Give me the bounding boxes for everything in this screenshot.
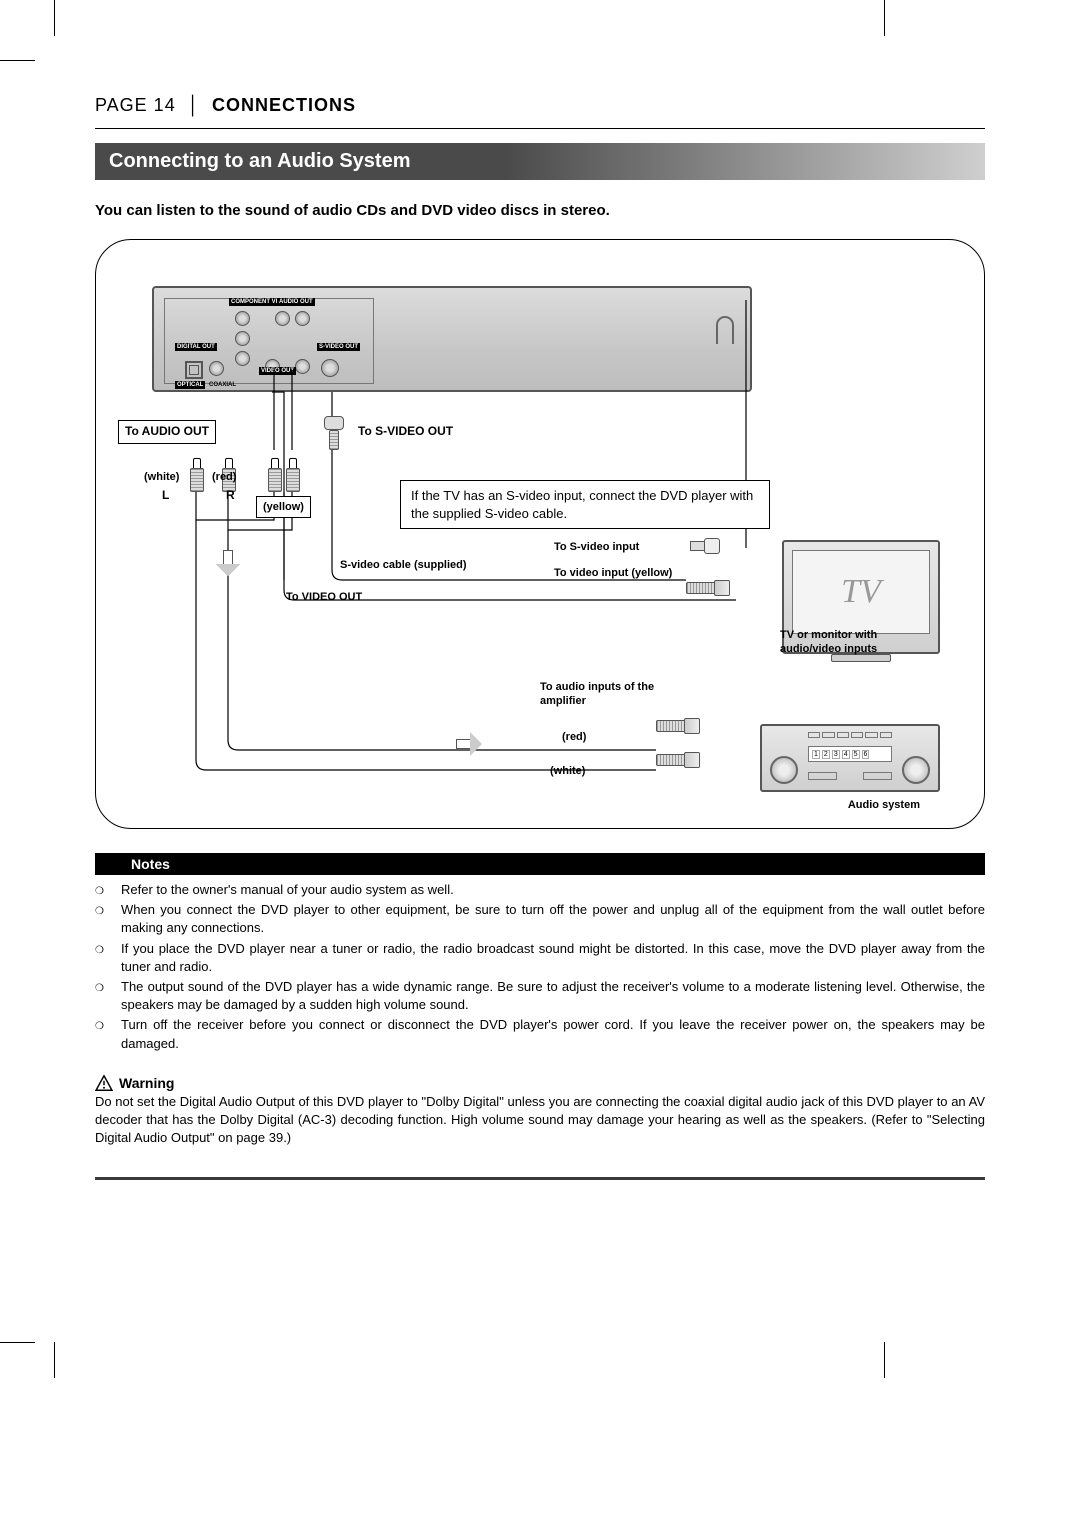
panel-label-coaxial: COAXIAL [207,381,238,389]
plug-video-yellow-top2 [286,458,298,492]
warning-block: Warning Do not set the Digital Audio Out… [95,1075,985,1148]
plug-svideo-top [324,416,344,450]
label-to-video-out: To VIDEO OUT [286,590,366,604]
port-audio-r [295,311,310,326]
plug-audio-red-amp [656,718,700,732]
label-audio-system: Audio system [848,798,920,812]
plug-audio-white [190,458,202,492]
label-svideo-cable: S-video cable (supplied) [340,558,467,572]
audio-receiver: 123456 [760,724,940,792]
intro-text: You can listen to the sound of audio CDs… [95,202,985,219]
dvd-rear-panel: COMPONENT VIDEO OUT AUDIO OUT DIGITAL OU… [164,298,374,384]
notes-heading-bar: Notes [95,853,985,875]
port-pb [235,331,250,346]
section-name: CONNECTIONS [212,95,356,115]
crop-mark [884,0,885,36]
port-audio-out2 [295,359,310,374]
label-R: R [226,488,235,504]
note-item: Turn off the receiver before you connect… [95,1016,985,1052]
header-separator: │ [188,95,200,115]
arrow-audio-down [216,550,240,576]
warning-icon [95,1075,113,1091]
label-to-svideo-input: To S-video input [554,540,639,554]
warning-heading: Warning [95,1075,985,1091]
panel-label-svideo: S-VIDEO OUT [317,343,360,351]
label-to-audio-inputs: To audio inputs of the amplifier [540,680,680,709]
label-to-svideo-out: To S-VIDEO OUT [358,424,453,440]
port-y [235,311,250,326]
dvd-handle [716,316,734,344]
port-pr [235,351,250,366]
receiver-slots [808,772,892,782]
page-content: PAGE 14 │ CONNECTIONS Connecting to an A… [95,95,985,1180]
page-header: PAGE 14 │ CONNECTIONS [95,95,985,116]
crop-mark [0,1342,35,1343]
plug-video-yellow-top [268,458,280,492]
tv-screen: TV [792,550,930,634]
plug-video-yellow-tv [686,580,730,594]
crop-mark [54,0,55,36]
warning-text: Do not set the Digital Audio Output of t… [95,1093,985,1148]
connection-diagram: COMPONENT VIDEO OUT AUDIO OUT DIGITAL OU… [95,239,985,829]
label-white2: (white) [550,764,585,778]
crop-mark [884,1342,885,1378]
receiver-buttons [808,732,892,742]
label-red: (red) [212,470,236,484]
bottom-rule [95,1177,985,1180]
header-rule [95,128,985,129]
receiver-display: 123456 [808,746,892,762]
note-item: The output sound of the DVD player has a… [95,978,985,1014]
note-item: Refer to the owner's manual of your audi… [95,881,985,899]
notes-list: Refer to the owner's manual of your audi… [95,881,985,1053]
port-audio-l [275,311,290,326]
panel-label-digital-out: DIGITAL OUT [175,343,217,351]
panel-label-video-out: VIDEO OUT [259,367,296,375]
port-svideo [321,359,339,377]
arrow-audio-right [456,732,482,756]
label-white: (white) [144,470,179,484]
label-to-audio-out: To AUDIO OUT [118,420,216,444]
note-item: When you connect the DVD player to other… [95,901,985,937]
panel-label-optical: OPTICAL [175,381,205,389]
plug-audio-white-amp [656,752,700,766]
label-to-video-input: To video input (yellow) [554,566,672,580]
receiver-knob-right [902,756,930,784]
panel-label-audio-out: AUDIO OUT [277,298,315,306]
svideo-note-box: If the TV has an S-video input, connect … [400,480,770,529]
warning-heading-text: Warning [119,1075,174,1091]
port-optical [185,361,203,379]
label-yellow: (yellow) [256,496,311,518]
label-red2: (red) [562,730,586,744]
label-L: L [162,488,169,504]
receiver-knob-left [770,756,798,784]
dvd-player: COMPONENT VIDEO OUT AUDIO OUT DIGITAL OU… [152,286,752,392]
page-title-bar: Connecting to an Audio System [95,143,985,180]
crop-mark [0,60,35,61]
crop-mark [54,1342,55,1378]
port-coaxial [209,361,224,376]
notes-heading: Notes [131,856,170,872]
page-number: PAGE 14 [95,95,176,115]
plug-svideo-tv [690,538,718,552]
note-item: If you place the DVD player near a tuner… [95,940,985,976]
label-tv: TV or monitor with audio/video inputs [780,628,940,657]
